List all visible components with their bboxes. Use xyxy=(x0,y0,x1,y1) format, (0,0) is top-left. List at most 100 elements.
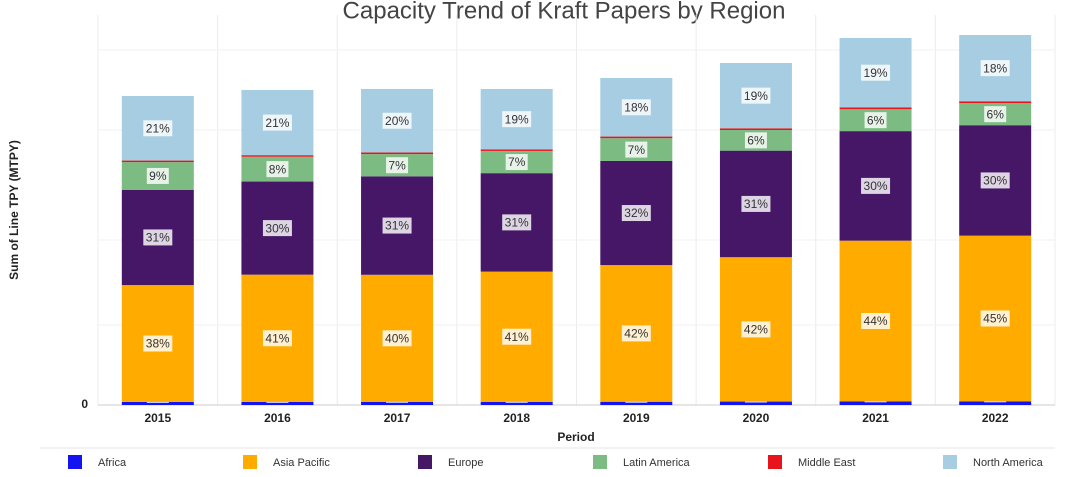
data-label-bg xyxy=(262,220,292,237)
data-label-bg xyxy=(980,172,1010,189)
bar-segment xyxy=(361,401,434,405)
data-label: 32% xyxy=(624,206,648,220)
legend-swatch xyxy=(768,455,782,469)
y-axis-title: Sum of Line TPY (MTPY) xyxy=(7,140,21,280)
legend-label: Latin America xyxy=(623,457,691,469)
data-label-bg xyxy=(382,217,412,234)
data-label: 19% xyxy=(744,89,768,103)
x-tick-label: 2021 xyxy=(862,411,889,425)
legend-label: Africa xyxy=(98,457,127,469)
y-tick-label: 0 xyxy=(81,397,88,411)
data-label: 41% xyxy=(265,331,289,345)
data-label: 21% xyxy=(265,116,289,130)
bar-segment xyxy=(480,401,553,405)
chart-title: Capacity Trend of Kraft Papers by Region xyxy=(343,0,786,24)
data-label: 42% xyxy=(624,327,648,341)
data-label: 31% xyxy=(744,197,768,211)
data-label-bg xyxy=(502,214,532,231)
data-label-bg xyxy=(502,328,532,345)
data-label-bg xyxy=(984,106,1007,123)
data-label: 6% xyxy=(987,107,1005,121)
data-label-bg xyxy=(744,132,767,149)
legend-swatch xyxy=(243,455,257,469)
data-label: 7% xyxy=(388,158,406,172)
data-label-bg xyxy=(741,87,771,104)
data-label: 6% xyxy=(747,134,765,148)
legend-label: Middle East xyxy=(798,457,855,469)
data-label-bg xyxy=(861,177,891,194)
bar-segment xyxy=(719,401,792,405)
data-label: 7% xyxy=(508,155,526,169)
data-label: 6% xyxy=(867,113,885,127)
data-label-bg xyxy=(386,157,409,174)
x-tick-label: 2019 xyxy=(623,411,650,425)
data-label-bg xyxy=(505,154,528,171)
data-label-bg xyxy=(143,120,173,137)
bar-segment xyxy=(959,101,1032,104)
data-label: 45% xyxy=(983,312,1007,326)
legend-swatch xyxy=(943,455,957,469)
data-label-bg xyxy=(621,99,651,116)
data-label-bg xyxy=(262,114,292,131)
data-label-bg xyxy=(861,313,891,330)
x-tick-label: 2020 xyxy=(743,411,770,425)
legend-label: Asia Pacific xyxy=(273,457,330,469)
legend-label: Europe xyxy=(448,457,483,469)
data-label: 44% xyxy=(864,314,888,328)
data-label: 30% xyxy=(864,179,888,193)
bar-segment xyxy=(241,155,314,157)
data-label-bg xyxy=(625,141,648,158)
data-label: 41% xyxy=(505,330,529,344)
data-label-bg xyxy=(621,205,651,222)
data-label: 30% xyxy=(265,221,289,235)
data-label: 19% xyxy=(864,66,888,80)
data-label-bg xyxy=(980,310,1010,327)
data-label-bg xyxy=(146,167,169,184)
data-label-bg xyxy=(741,195,771,212)
legend-label: North America xyxy=(973,457,1044,469)
data-label: 9% xyxy=(149,169,167,183)
data-label-bg xyxy=(864,112,887,129)
data-label-bg xyxy=(980,60,1010,77)
data-label-bg xyxy=(382,112,412,129)
data-label: 7% xyxy=(628,143,646,157)
x-tick-label: 2022 xyxy=(982,411,1009,425)
data-label: 31% xyxy=(146,231,170,245)
data-label: 38% xyxy=(146,337,170,351)
data-label-bg xyxy=(382,330,412,347)
bar-segment xyxy=(959,401,1032,405)
data-label: 31% xyxy=(385,219,409,233)
bar-segment xyxy=(719,128,792,131)
bar-segment xyxy=(361,152,434,155)
data-label-bg xyxy=(262,330,292,347)
bar-segment xyxy=(839,107,912,110)
x-tick-label: 2017 xyxy=(384,411,411,425)
data-label: 20% xyxy=(385,114,409,128)
data-label-bg xyxy=(266,161,289,178)
bar-segment xyxy=(121,401,194,405)
data-label: 31% xyxy=(505,216,529,230)
data-label-bg xyxy=(143,229,173,246)
legend-swatch xyxy=(593,455,607,469)
data-label: 18% xyxy=(624,100,648,114)
legend-swatch xyxy=(418,455,432,469)
bar-segment xyxy=(121,160,194,163)
bar-segment xyxy=(241,401,314,405)
bar-segment xyxy=(600,401,673,405)
data-label: 19% xyxy=(505,112,529,126)
data-label-bg xyxy=(741,321,771,338)
bar-segment xyxy=(480,149,553,151)
data-label-bg xyxy=(861,64,891,81)
data-label-bg xyxy=(621,325,651,342)
bar-segment xyxy=(839,401,912,405)
x-tick-label: 2018 xyxy=(503,411,530,425)
data-label-bg xyxy=(502,111,532,128)
data-label: 8% xyxy=(269,162,287,176)
legend-swatch xyxy=(68,455,82,469)
data-label: 30% xyxy=(983,174,1007,188)
data-label: 21% xyxy=(146,121,170,135)
data-label-bg xyxy=(143,335,173,352)
bar-segment xyxy=(600,136,673,139)
x-tick-label: 2016 xyxy=(264,411,291,425)
